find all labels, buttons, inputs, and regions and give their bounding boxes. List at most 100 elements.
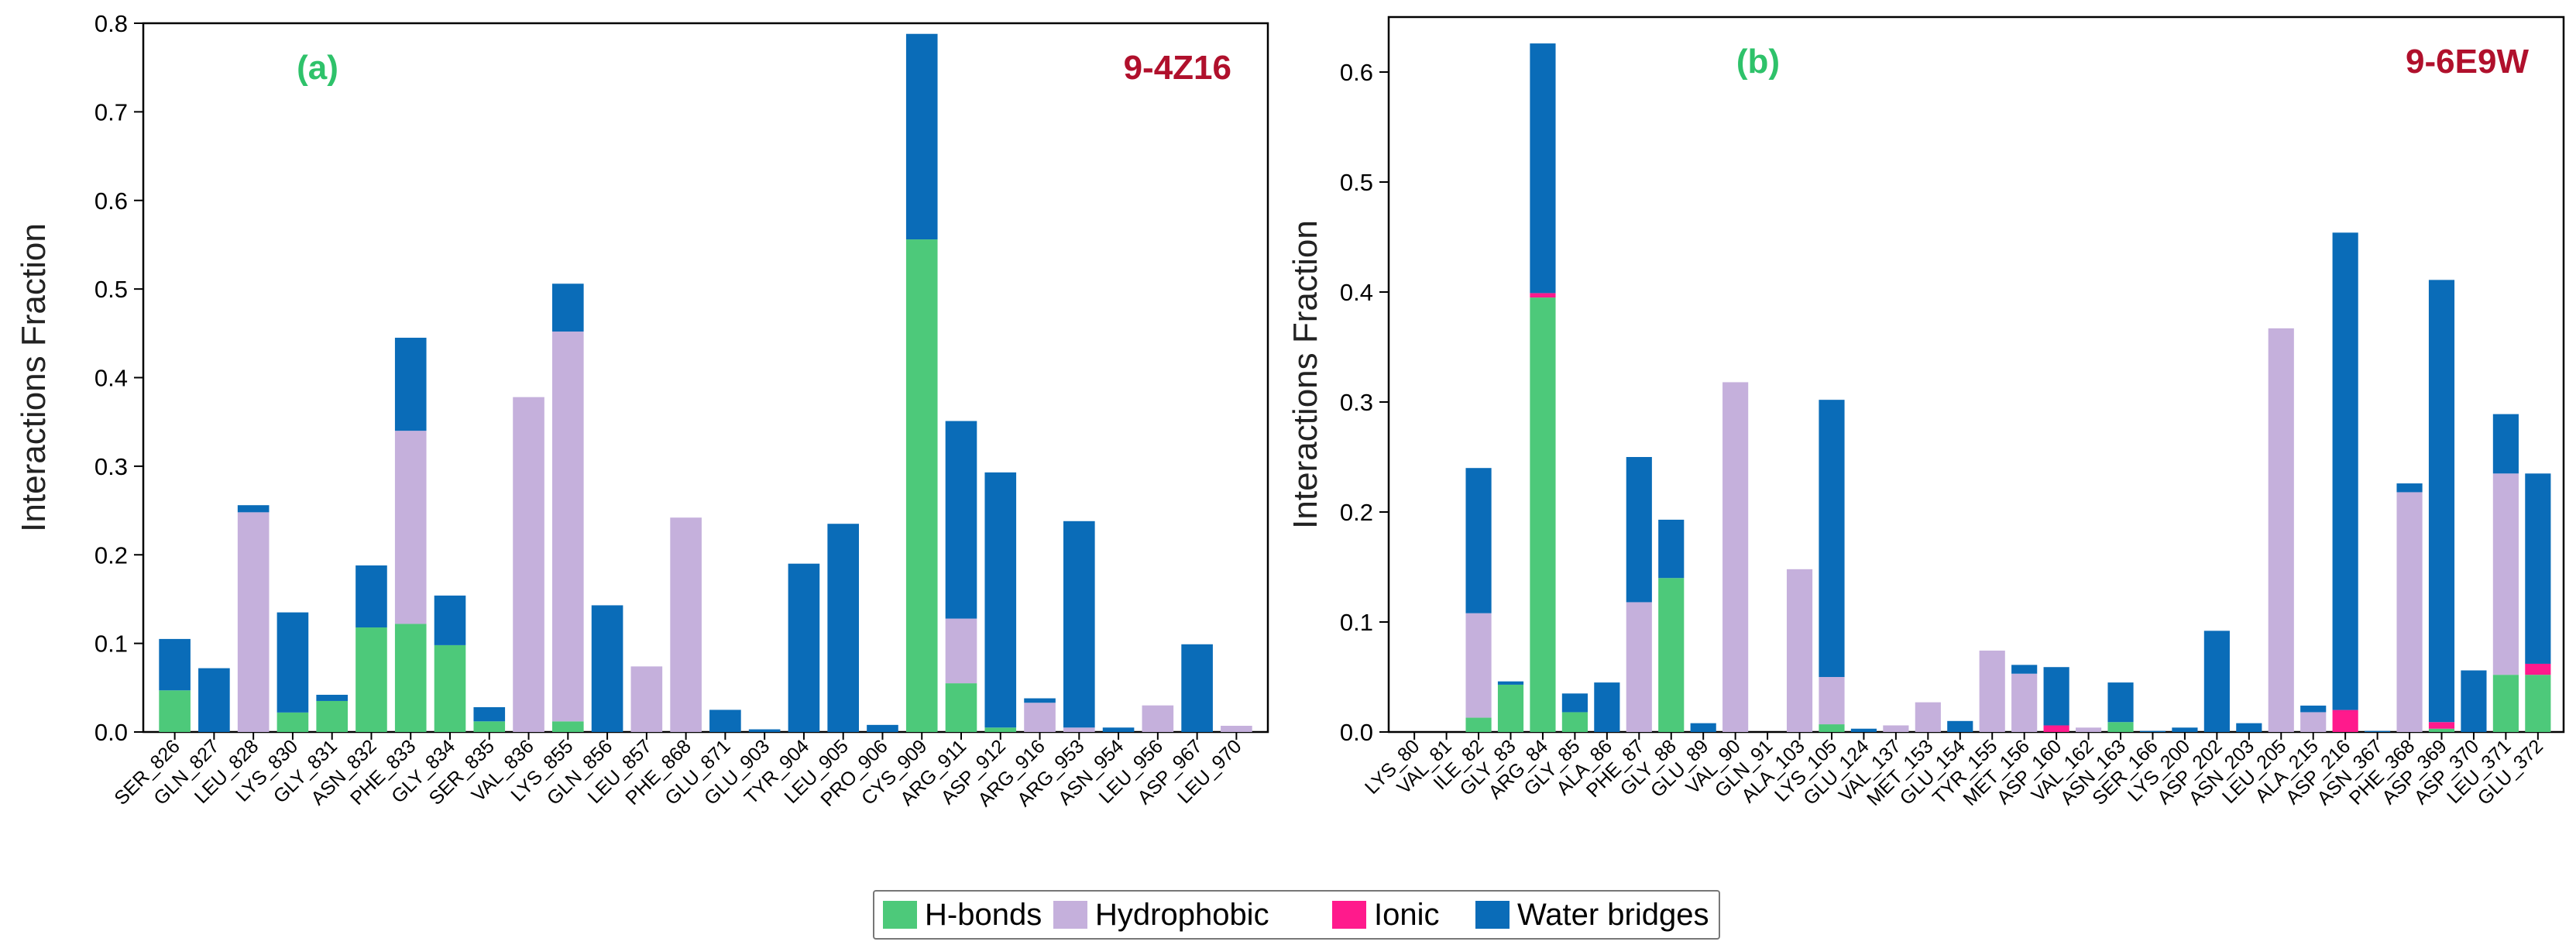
- bar-segment-water-bridges: [2492, 414, 2519, 474]
- bar-segment-h-bonds: [2525, 675, 2551, 732]
- bar-segment-hydrophobic: [630, 666, 663, 732]
- panel-b: 0.0 0.1 0.2 0.3 0.4 0.5 0.6 Interactions Fracti…: [1286, 15, 2565, 810]
- bar-segment-water-bridges: [984, 472, 1017, 728]
- bar-segment-water-bridges: [1465, 468, 1492, 613]
- bar-segment-hydrophobic: [1819, 677, 1845, 725]
- bar-segment-water-bridges: [1497, 681, 1524, 685]
- legend-swatch: [883, 901, 917, 929]
- y-axis-label: Interactions Fraction: [15, 223, 53, 532]
- bar-segment-water-bridges: [552, 284, 584, 332]
- bar-segment-water-bridges: [2461, 670, 2487, 732]
- bar-segment-water-bridges: [748, 729, 781, 732]
- plot-frame: [1387, 15, 2565, 734]
- panel-label: (b): [1736, 43, 1780, 81]
- bar-segment-water-bridges: [2300, 705, 2327, 713]
- bar-segment-hydrophobic: [945, 618, 977, 684]
- bar-segment-hydrophobic: [2268, 328, 2294, 732]
- y-tick-label: 0.2: [94, 541, 128, 569]
- y-tick-label: 0.3: [94, 453, 128, 480]
- bar-segment-water-bridges: [591, 605, 623, 732]
- bar-segment-water-bridges: [1850, 728, 1877, 732]
- bar-segment-ionic: [2043, 725, 2069, 732]
- bar-segment-hydrophobic: [1221, 725, 1252, 732]
- bar-segment-h-bonds: [1465, 717, 1492, 732]
- bar-segment-water-bridges: [2011, 665, 2038, 674]
- bar-segment-h-bonds: [394, 624, 427, 732]
- bar-segment-hydrophobic: [1722, 382, 1749, 732]
- bar-segment-water-bridges: [709, 710, 741, 732]
- bar-segment-h-bonds: [2428, 728, 2455, 732]
- bar-segment-ionic: [1530, 293, 1556, 298]
- legend-swatch: [1475, 901, 1510, 929]
- bar-segment-h-bonds: [984, 727, 1017, 732]
- bar-segment-hydrophobic: [1142, 705, 1174, 732]
- chart-title: 9-6E9W: [2406, 43, 2529, 81]
- legend-label: Ionic: [1374, 898, 1440, 932]
- legend-label: Hydrophobic: [1095, 898, 1269, 932]
- bar-segment-h-bonds: [945, 683, 977, 732]
- bar-segment-hydrophobic: [1979, 650, 2005, 732]
- bar-segment-h-bonds: [1561, 712, 1588, 732]
- bar-segment-hydrophobic: [237, 512, 270, 732]
- bar-segment-water-bridges: [1102, 727, 1135, 732]
- bar-segment-water-bridges: [159, 638, 191, 691]
- bar-segment-water-bridges: [2139, 730, 2166, 732]
- bar-segment-h-bonds: [2492, 675, 2519, 732]
- panel-label: (a): [297, 49, 338, 87]
- legend: H-bonds Hydrophobic Ionic Water bridges: [873, 890, 1720, 940]
- bar-segment-h-bonds: [1497, 684, 1524, 732]
- y-tick-label: 0.3: [1340, 389, 1373, 416]
- y-tick-label: 0.1: [1340, 609, 1373, 636]
- bar-segment-water-bridges: [473, 706, 506, 722]
- bar-segment-hydrophobic: [2075, 727, 2102, 732]
- bar-segment-h-bonds: [1658, 578, 1685, 732]
- bar-segment-water-bridges: [198, 668, 230, 732]
- bar-segment-water-bridges: [1063, 521, 1095, 728]
- bar-segment-water-bridges: [827, 524, 859, 732]
- bar-segment-h-bonds: [434, 644, 466, 732]
- y-tick-label: 0.7: [94, 98, 128, 125]
- bar-segment-water-bridges: [237, 505, 270, 513]
- bar-segment-water-bridges: [1658, 519, 1685, 579]
- bar-segment-h-bonds: [473, 721, 506, 732]
- bar-segment-hydrophobic: [1063, 727, 1095, 732]
- legend-label: H-bonds: [925, 898, 1042, 932]
- bar-segment-water-bridges: [434, 595, 466, 645]
- bar-segment-water-bridges: [1594, 682, 1620, 732]
- bar-segment-water-bridges: [2172, 727, 2198, 732]
- bar-segment-water-bridges: [1530, 43, 1556, 294]
- y-tick-label: 0.4: [1340, 279, 1373, 306]
- bar-segment-water-bridges: [1819, 400, 1845, 677]
- plot-frame: [142, 22, 1269, 734]
- bar-segment-h-bonds: [1819, 724, 1845, 732]
- bar-segment-water-bridges: [2428, 280, 2455, 723]
- chart-title: 9-4Z16: [1124, 49, 1231, 87]
- bar-segment-water-bridges: [2365, 730, 2391, 732]
- bar-segment-water-bridges: [1024, 698, 1056, 703]
- bar-segment-h-bonds: [1530, 297, 1556, 733]
- bar-segment-hydrophobic: [1626, 602, 1652, 732]
- bar-segment-water-bridges: [1690, 723, 1716, 732]
- bar-segment-water-bridges: [2525, 473, 2551, 664]
- bar-segment-water-bridges: [867, 724, 898, 732]
- bar-segment-water-bridges: [2396, 483, 2423, 493]
- bar-segment-hydrophobic: [2492, 473, 2519, 675]
- y-tick-label: 0.0: [94, 719, 128, 746]
- y-tick-label: 0.4: [94, 365, 128, 392]
- bar-segment-h-bonds: [316, 700, 348, 732]
- bar-segment-hydrophobic: [513, 397, 544, 732]
- bar-segment-water-bridges: [945, 421, 977, 619]
- legend-label: Water bridges: [1517, 898, 1709, 932]
- bar-segment-water-bridges: [2236, 723, 2262, 732]
- bar-segment-hydrophobic: [1883, 725, 1909, 732]
- bar-segment-hydrophobic: [670, 517, 702, 732]
- bar-segment-water-bridges: [1947, 720, 1973, 732]
- bar-segment-hydrophobic: [1465, 613, 1492, 718]
- bar-segment-water-bridges: [316, 694, 348, 701]
- bar-segment-hydrophobic: [394, 431, 427, 624]
- y-tick-label: 0.8: [94, 10, 128, 37]
- y-tick-label: 0.5: [94, 276, 128, 303]
- legend-swatch: [1053, 901, 1087, 929]
- legend-swatch: [1332, 901, 1366, 929]
